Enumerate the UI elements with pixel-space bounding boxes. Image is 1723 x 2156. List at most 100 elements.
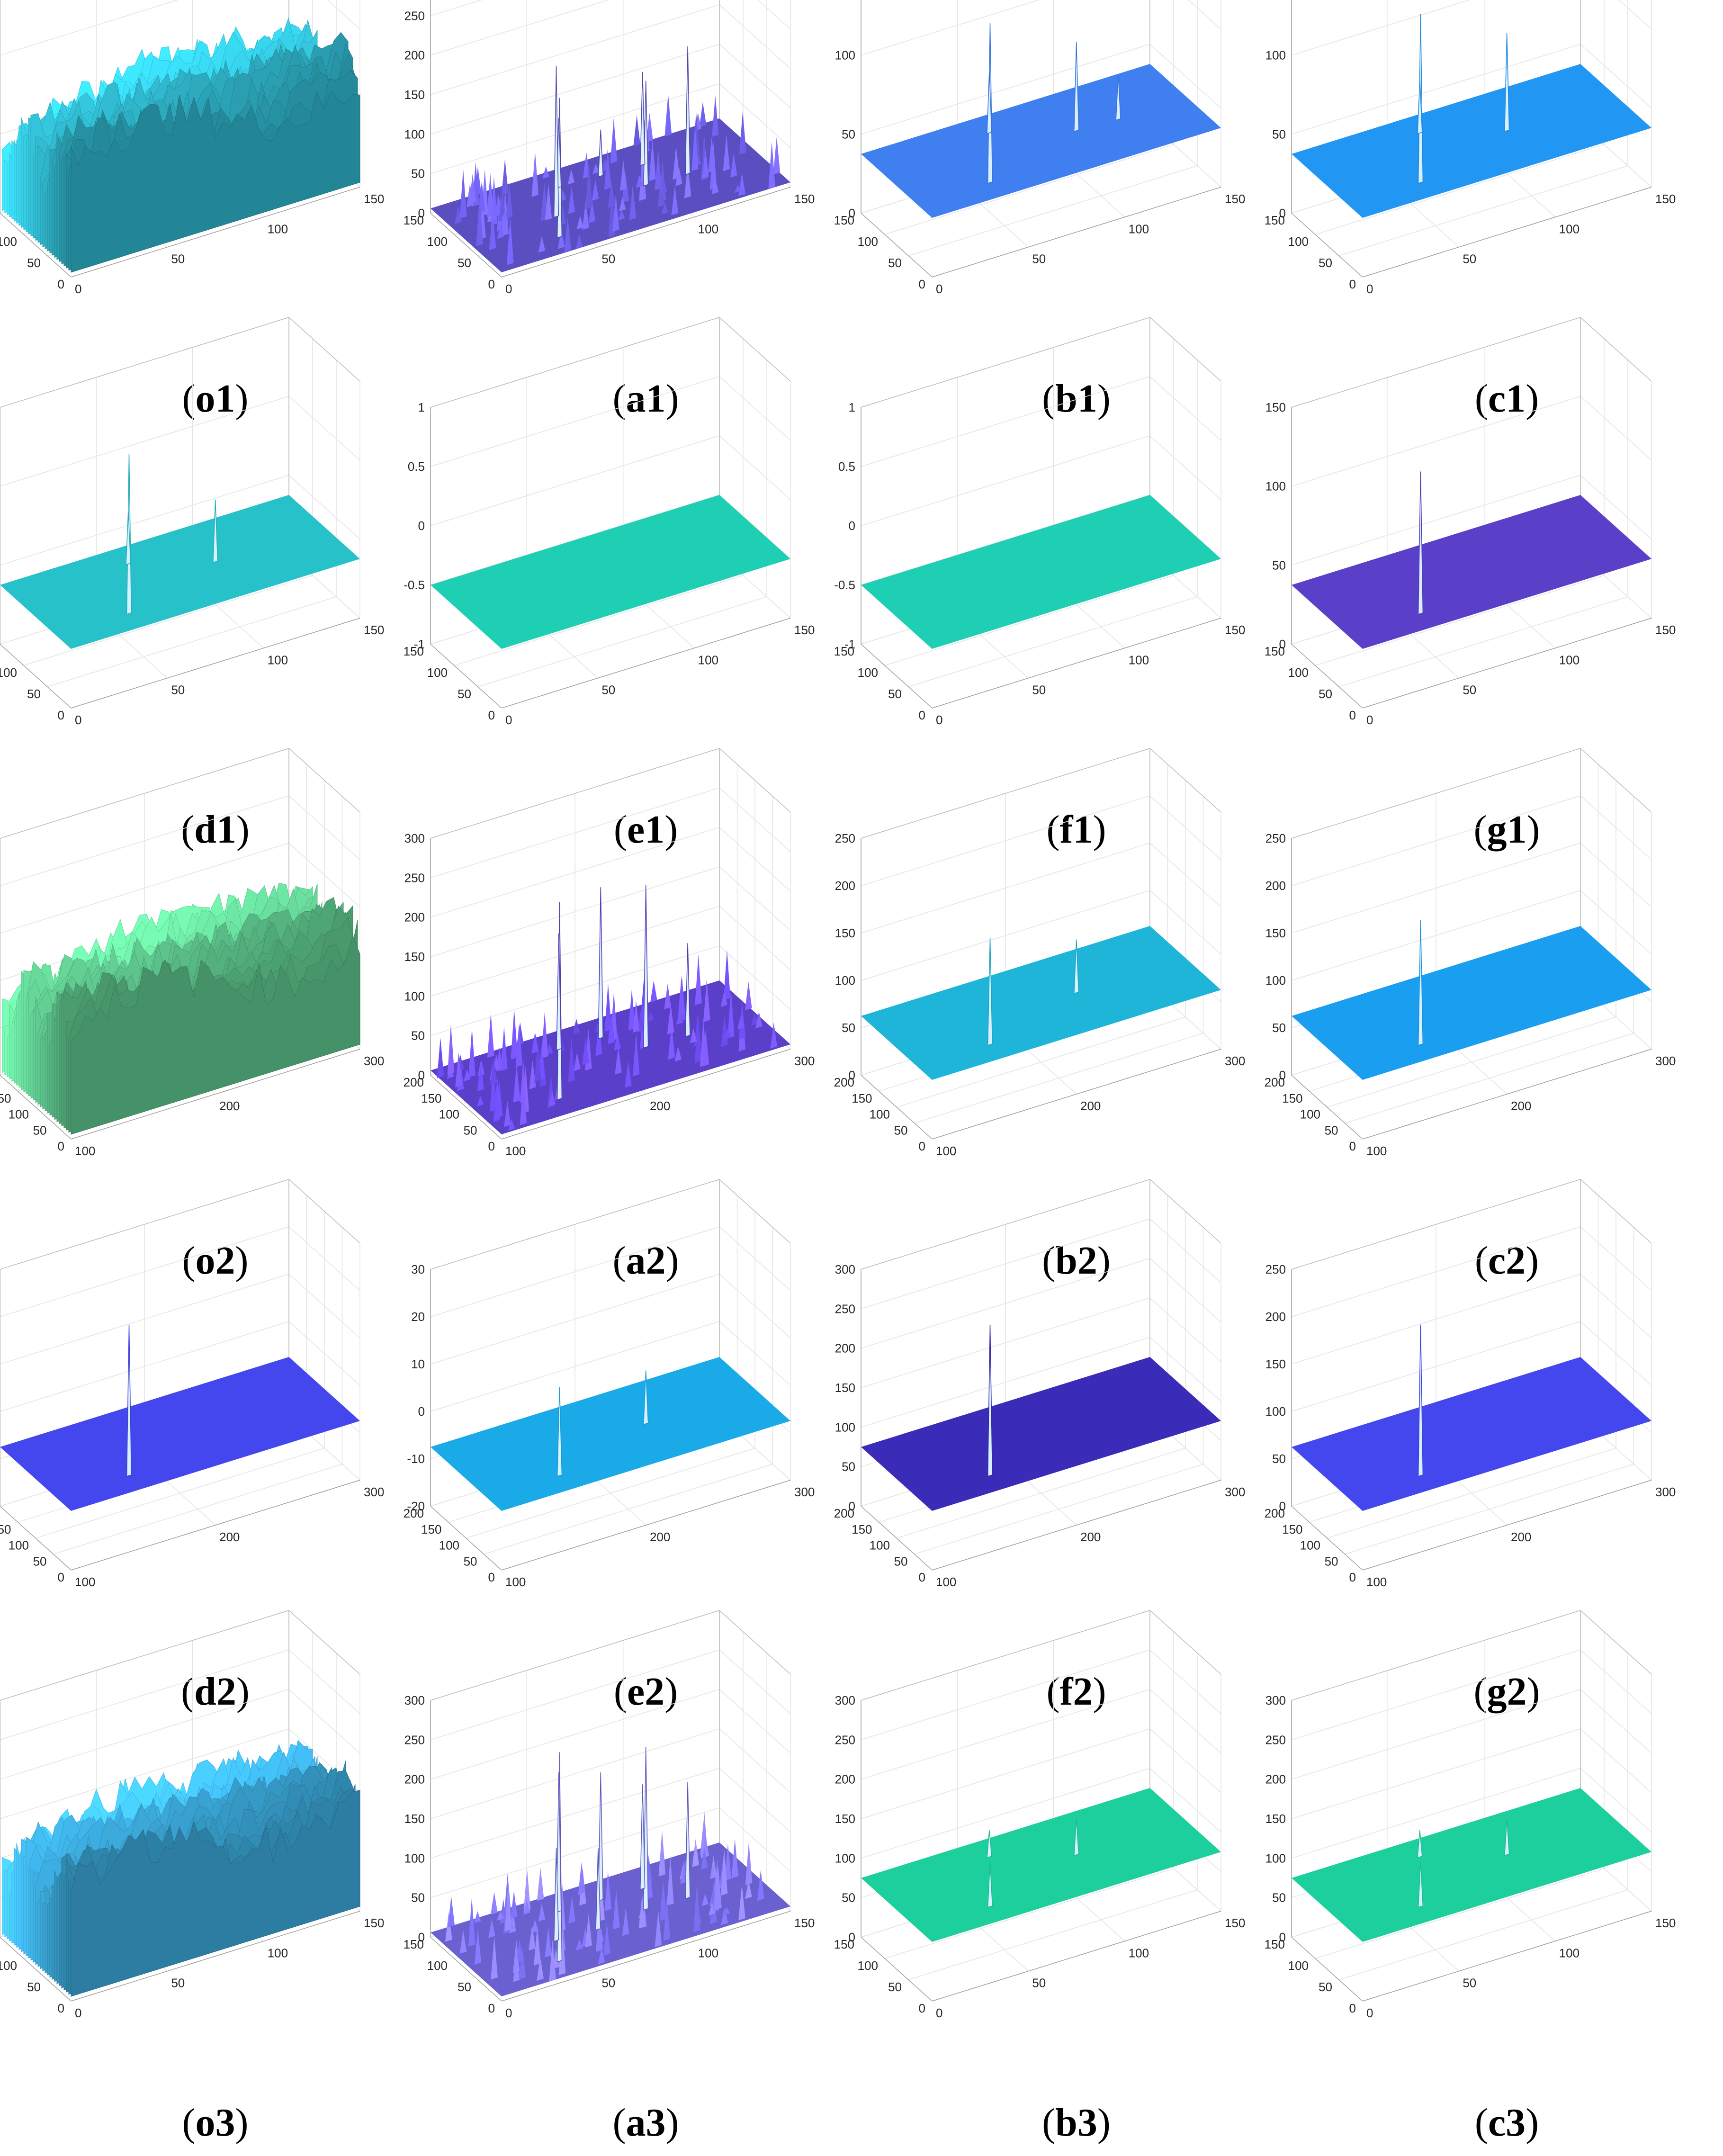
z-tick-label: 250 [404, 871, 425, 885]
panel-caption: (a2) [612, 1239, 679, 1283]
z-tick-label: 50 [1272, 1452, 1286, 1466]
surface-spike [574, 1052, 581, 1071]
x-tick-label: 100 [268, 222, 288, 236]
surface-spike [529, 1060, 536, 1089]
surface-plane [0, 495, 360, 649]
surface-c3 [1292, 1788, 1651, 1942]
x-tick-label: 100 [936, 1144, 956, 1158]
x-tick-label: 300 [1225, 1054, 1245, 1068]
panel-caption: (g1) [1473, 808, 1540, 852]
y-tick-label: 100 [1288, 1958, 1309, 1973]
y-axis-line [1291, 644, 1363, 709]
z-tick-label: 250 [1265, 1733, 1286, 1747]
surface-spike [639, 150, 646, 201]
panel-caption: (o3) [182, 2101, 249, 2145]
z-tick-label: 100 [835, 973, 855, 988]
y-gridline [914, 796, 1204, 1124]
z-tick-label: -1 [414, 637, 425, 651]
panel-caption: (a1) [612, 377, 679, 421]
surface-spike [592, 179, 599, 201]
x-tick-label: 0 [1366, 713, 1373, 727]
surface-spike [501, 159, 509, 195]
z-tick-label: 50 [411, 167, 425, 181]
y-tick-label: 100 [427, 1958, 448, 1973]
y-tick-label: 0 [488, 708, 495, 722]
surface-spike [663, 1896, 671, 1941]
surface-o2 [2, 882, 360, 1135]
x-tick-label: 50 [1463, 252, 1476, 266]
data-spike [598, 887, 603, 1040]
y-axis-line [861, 1937, 933, 2002]
z-tick-label: -1 [844, 637, 855, 651]
y-axis-line [861, 644, 933, 709]
surface-spike [673, 146, 680, 180]
surface-spike [659, 1880, 667, 1921]
surface-spike [731, 1839, 738, 1878]
z-tick-label: 0 [849, 1499, 855, 1513]
z-tick-label: 100 [1265, 479, 1286, 494]
panel-label: o1 [195, 377, 235, 421]
z-tick-label: 150 [1265, 1357, 1286, 1371]
chart-panel-c3: 0 50 100 150 200 250 300 0 50 100 150 0 50 100 150 (c3) [1265, 1610, 1722, 2150]
x-tick-label: 100 [1366, 1144, 1387, 1158]
data-spike [643, 884, 649, 1049]
y-axis-line [430, 1075, 502, 1140]
y-axis-line [1291, 213, 1363, 278]
y-tick-label: 150 [834, 213, 854, 227]
surface-spike [610, 118, 618, 164]
surface-spike [734, 184, 741, 193]
panel-caption: (b3) [1042, 2101, 1111, 2145]
y-tick-label: 0 [919, 708, 925, 722]
x-axis-line [501, 187, 791, 278]
surface-spike [739, 111, 746, 155]
x-tick-label: 200 [650, 1530, 670, 1544]
surface-spike [468, 1028, 476, 1078]
surface-spike [583, 152, 590, 179]
z-tick-label: 100 [404, 989, 425, 1003]
y-tick-label: 150 [404, 1937, 424, 1951]
surface-spike [770, 1022, 777, 1049]
x-axis-line [1362, 1480, 1652, 1571]
z-tick-label: 150 [404, 88, 425, 102]
x-tick-label: 50 [171, 252, 185, 266]
surface-spike [773, 136, 781, 175]
y-axis-line [430, 1506, 502, 1571]
panel-label: e1 [627, 808, 665, 852]
surface-spike [598, 1948, 605, 1965]
surface-spike [751, 1012, 758, 1026]
y-gridline [884, 1632, 1174, 1959]
surface-spike [545, 183, 552, 221]
x-tick-label: 200 [1080, 1099, 1101, 1113]
y-tick-label: 150 [1265, 1937, 1285, 1951]
data-spike [553, 1848, 559, 1942]
z-gridline [430, 0, 483, 17]
surface-spike [712, 96, 719, 137]
z-tick-label: 50 [1272, 558, 1286, 572]
y-gridline [454, 339, 744, 666]
surface-a3 [431, 1746, 790, 1996]
z-tick-label: 300 [835, 1262, 855, 1276]
z-tick-label: 0 [1279, 1930, 1286, 1944]
y-gridline [908, 360, 1198, 687]
panel-caption: (o2) [182, 1239, 249, 1283]
y-tick-label: 50 [33, 1123, 47, 1137]
surface-spike [675, 166, 682, 186]
y-tick-label: 100 [1300, 1107, 1320, 1122]
surface-spike [668, 1024, 675, 1060]
x-tick-label: 50 [601, 1976, 615, 1990]
surface-spike [629, 185, 637, 220]
surface-spike [633, 115, 640, 147]
surface-spike [549, 1939, 556, 1982]
x-tick-label: 150 [1655, 192, 1676, 206]
surface-spike [552, 1949, 560, 1969]
surface-plane [1292, 64, 1651, 218]
z-tick-label: 300 [404, 1693, 425, 1707]
y-tick-label: 50 [1319, 1980, 1332, 1994]
y-gridline [1327, 780, 1616, 1108]
surface-spike [702, 1029, 709, 1067]
y-tick-label: 150 [0, 1522, 11, 1536]
surface-plot-f1: -1 -0.5 0 0.5 1 0 50 100 150 0 50 100 150 [834, 317, 1245, 727]
y-tick-label: 0 [1349, 2001, 1356, 2015]
